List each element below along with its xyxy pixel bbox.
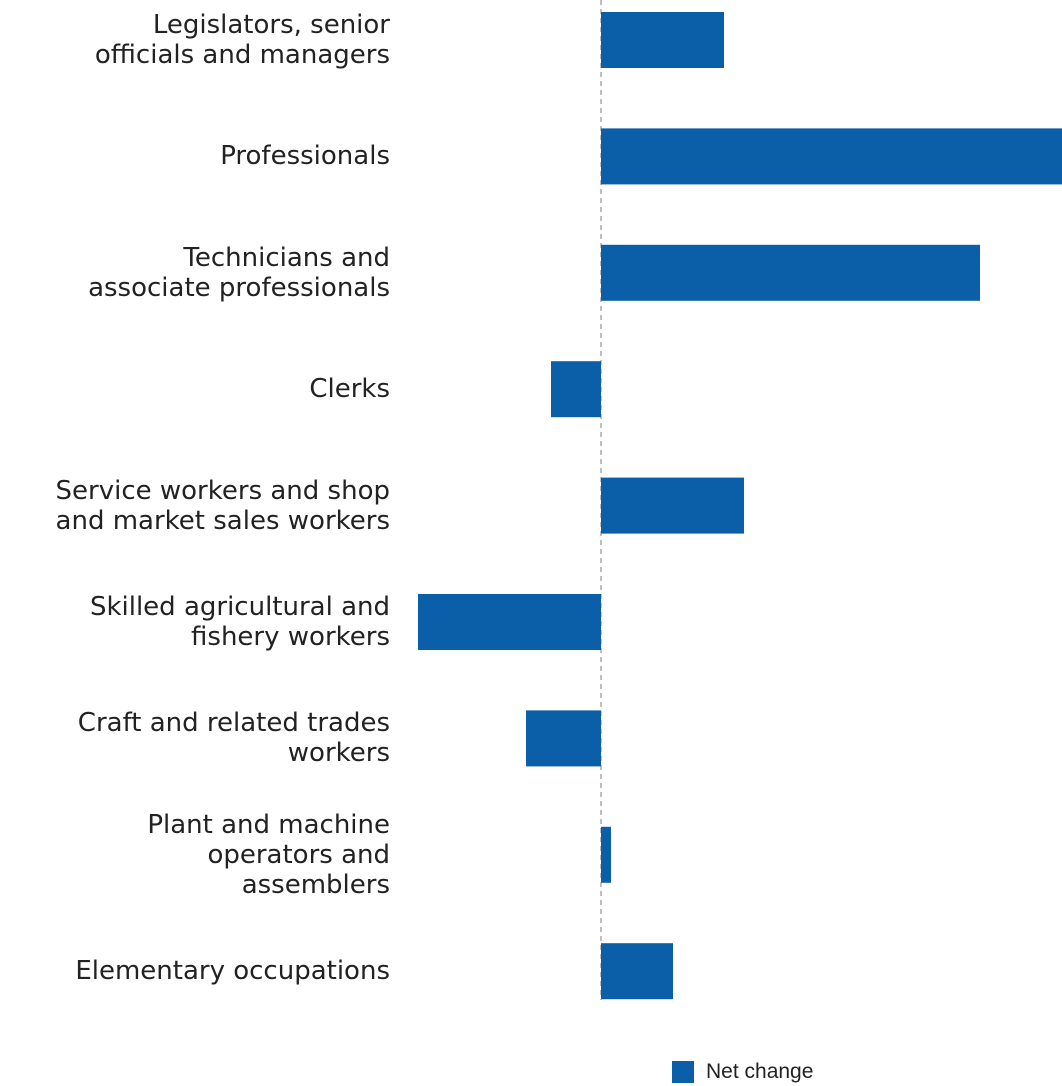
category-label: Skilled agricultural and fishery workers	[89, 592, 390, 652]
category-label: Technicians and associate professionals	[88, 242, 390, 303]
bar	[601, 128, 1062, 185]
category-label: Plant and machine operators and assemble…	[147, 809, 390, 900]
bar	[601, 943, 673, 1000]
bar	[601, 244, 980, 301]
bar	[601, 12, 724, 68]
category-label: Professionals	[220, 141, 390, 172]
legend-label: Net change	[706, 1060, 814, 1083]
category-label: Legislators, senior officials and manage…	[94, 10, 390, 70]
bar	[418, 594, 601, 650]
category-label: Clerks	[309, 374, 390, 405]
bar	[551, 361, 601, 418]
bar	[526, 710, 601, 767]
legend-swatch	[672, 1061, 694, 1083]
bar	[601, 477, 744, 534]
category-label: Craft and related trades workers	[77, 708, 390, 769]
bar	[601, 826, 611, 883]
category-label: Elementary occupations	[75, 956, 390, 987]
category-label: Service workers and shop and market sale…	[55, 475, 390, 536]
